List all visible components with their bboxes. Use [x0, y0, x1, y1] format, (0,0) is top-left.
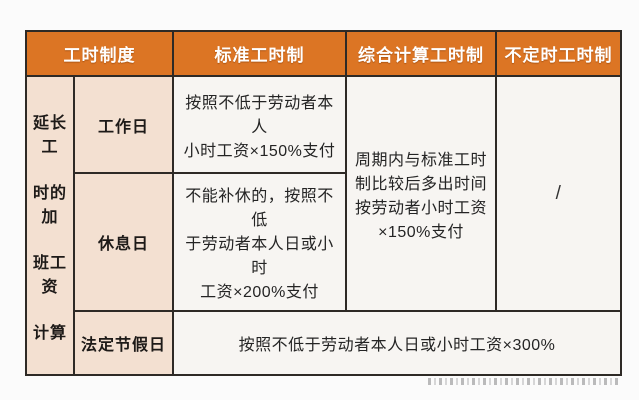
row-label-holiday: 法定节假日: [73, 310, 174, 376]
cell-restday-standard: 不能补休的，按照不低 于劳动者本人日或小时 工资×200%支付: [172, 172, 347, 312]
row-group-line: 班工资: [32, 254, 67, 296]
cell-flexible-merged: /: [495, 75, 622, 312]
header-cell-system: 工时制度: [25, 30, 174, 77]
cell-line: 于劳动者本人日或小时: [185, 236, 334, 277]
row-label-restday: 休息日: [73, 172, 174, 312]
row-group-label-cell: 延长工 时的加 班工资 计算: [25, 75, 75, 376]
table-header-row: 工时制度 标准工时制 综合计算工时制 不定时工时制: [25, 30, 622, 77]
cell-line: 周期内与标准工时: [354, 151, 487, 169]
cell-workday-standard-text: 按照不低于劳动者本人 小时工资×150%支付: [175, 81, 344, 169]
row-group-line: 时的加: [32, 184, 67, 226]
cell-line: 不能补休的，按照不低: [185, 188, 334, 229]
table-row-holiday: 法定节假日 按照不低于劳动者本人日或小时工资×300%: [26, 310, 622, 376]
row-group-label: 延长工 时的加 班工资 计算: [28, 109, 72, 343]
table-row-restday: 休息日 不能补休的，按照不低 于劳动者本人日或小时 工资×200%支付: [26, 172, 621, 312]
table-row-workday: 延长工 时的加 班工资 计算 工作日 按照不低于劳动者本人 小时工资×150%支…: [25, 75, 622, 376]
cell-restday-standard-text: 不能补休的，按照不低 于劳动者本人日或小时 工资×200%支付: [175, 175, 344, 309]
cell-line: 制比较后多出时间: [354, 175, 487, 193]
cell-workday-standard: 按照不低于劳动者本人 小时工资×150%支付: [172, 75, 347, 174]
row-label-workday: 工作日: [73, 75, 174, 174]
work-hours-overtime-table: 工时制度 标准工时制 综合计算工时制 不定时工时制 延长工 时的加 班工资 计算…: [25, 30, 622, 376]
row-group-line: 延长工: [32, 114, 67, 156]
cell-line: 工资×200%支付: [200, 284, 319, 301]
cell-line: 小时工资×150%支付: [183, 142, 336, 160]
cell-line: 按劳动者小时工资: [354, 199, 487, 217]
header-cell-flexible: 不定时工时制: [495, 30, 622, 77]
cell-comprehensive-text: 周期内与标准工时 制比较后多出时间 按劳动者小时工资 ×150%支付: [348, 138, 494, 250]
watermark: [428, 378, 620, 385]
row-group-line: 计算: [32, 324, 67, 342]
header-cell-comprehensive: 综合计算工时制: [345, 30, 497, 77]
cell-comprehensive-merged: 周期内与标准工时 制比较后多出时间 按劳动者小时工资 ×150%支付: [345, 75, 497, 312]
cell-line: 按照不低于劳动者本人: [185, 94, 334, 136]
cell-line: ×150%支付: [378, 223, 464, 241]
cell-holiday-merged: 按照不低于劳动者本人日或小时工资×300%: [172, 310, 622, 376]
header-cell-standard: 标准工时制: [172, 30, 347, 77]
